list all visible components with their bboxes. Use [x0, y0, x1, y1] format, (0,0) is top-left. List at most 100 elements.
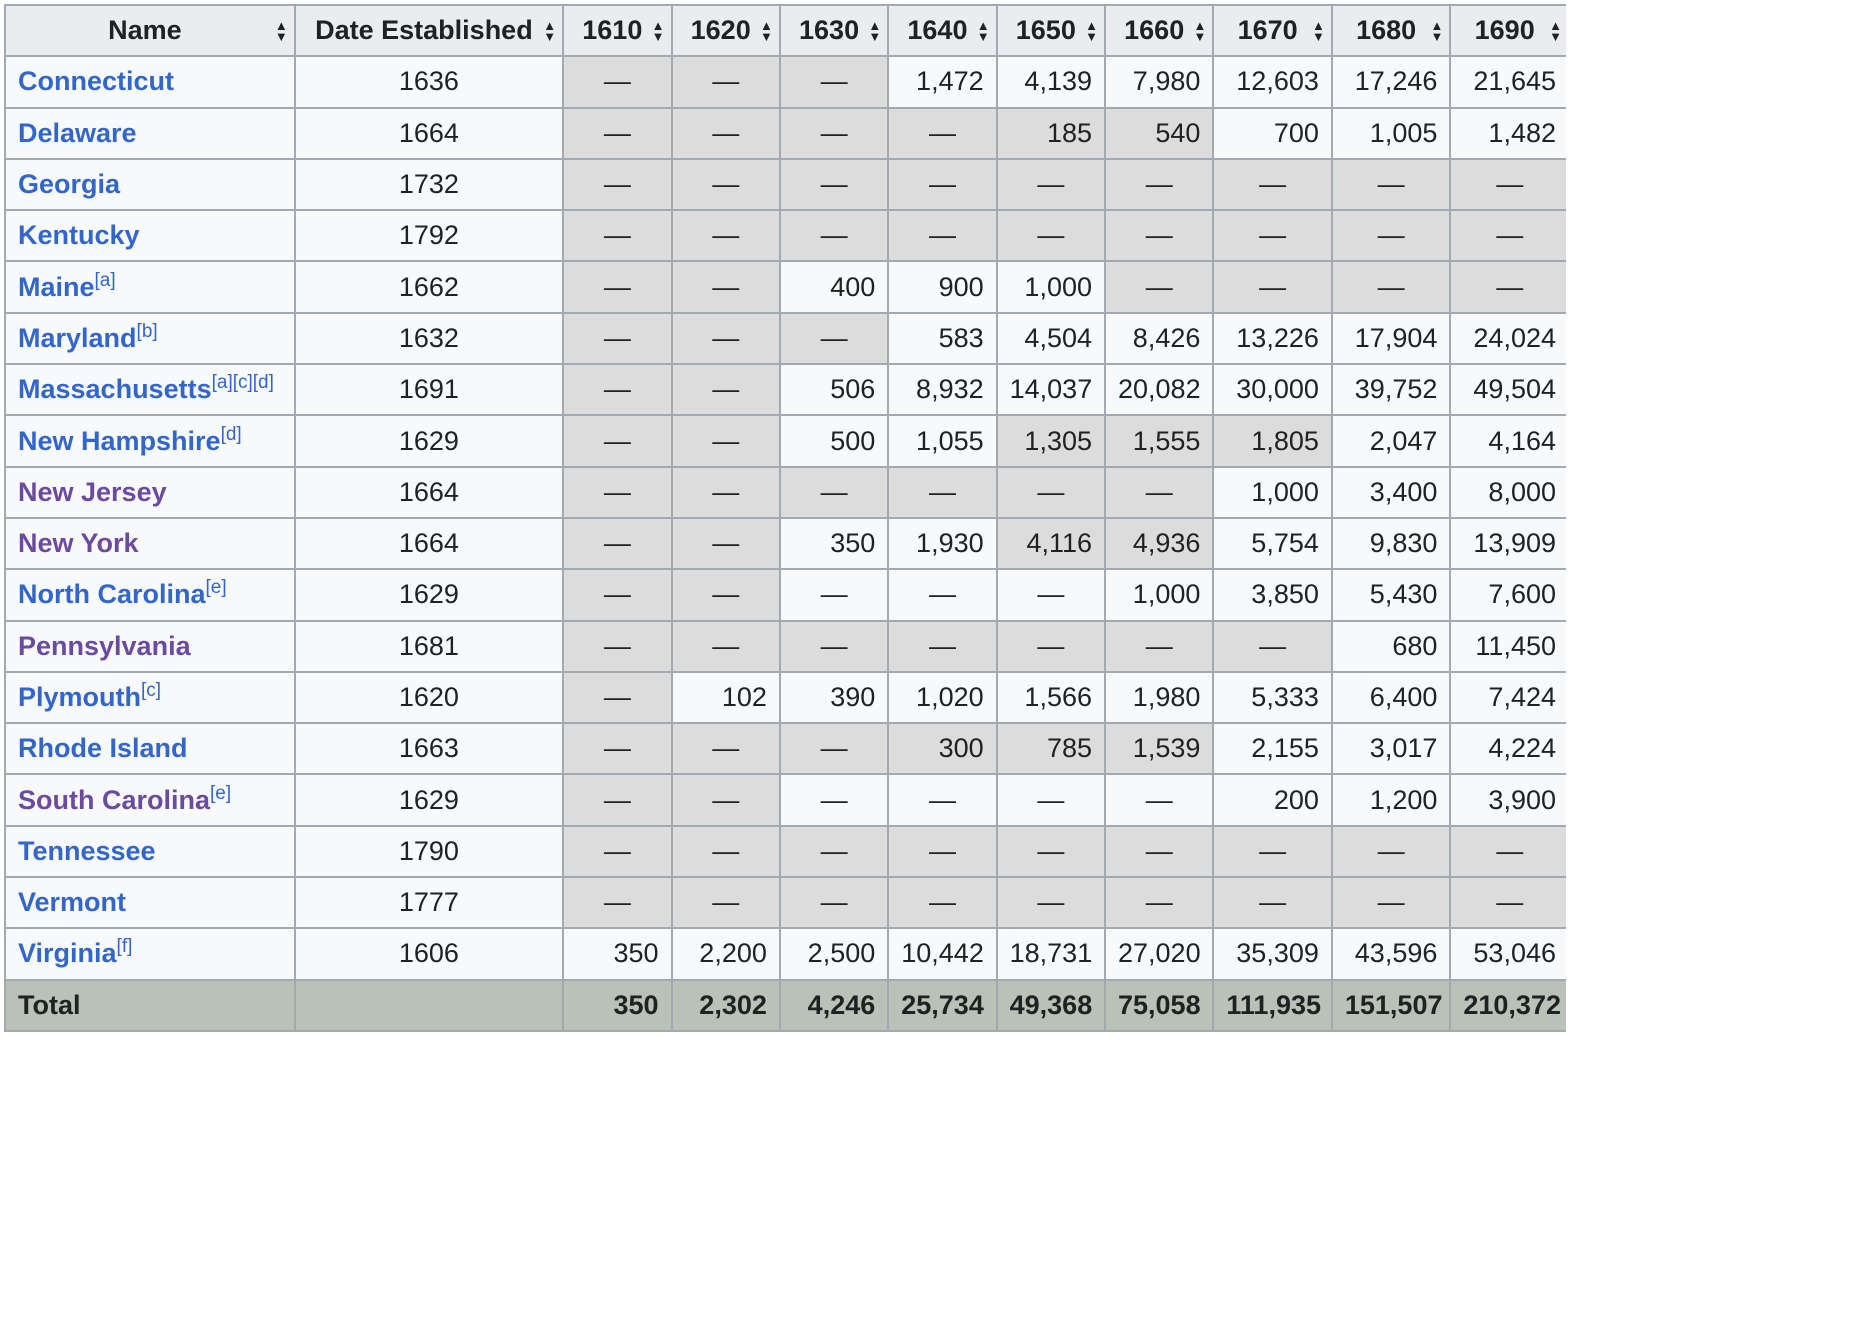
footnote-reference[interactable]: [a]: [94, 269, 116, 291]
colony-link[interactable]: North Carolina: [18, 579, 206, 610]
date-established-cell: 1664: [293, 516, 565, 571]
population-cell: —: [1103, 773, 1215, 827]
population-cell: 7,600: [1449, 568, 1566, 622]
sort-icon[interactable]: ▲ ▼: [1430, 17, 1444, 44]
column-header-1670[interactable]: 1670 ▲ ▼: [1212, 3, 1333, 58]
colony-link[interactable]: Connecticut: [18, 66, 175, 97]
population-cell: —: [670, 516, 781, 571]
column-header-1690[interactable]: 1690 ▲ ▼: [1449, 3, 1566, 58]
sort-icon[interactable]: ▲ ▼: [760, 17, 773, 44]
population-cell: —: [778, 311, 890, 366]
population-cell: —: [887, 619, 998, 673]
population-cell: 4,139: [995, 55, 1107, 109]
footnote-reference[interactable]: [f]: [116, 936, 133, 958]
colony-link[interactable]: Georgia: [18, 169, 121, 200]
column-header-1680[interactable]: 1680 ▲ ▼: [1330, 3, 1452, 58]
date-established-cell: 1732: [293, 157, 565, 212]
colony-link[interactable]: Delaware: [18, 117, 137, 148]
population-cell: —: [670, 157, 781, 212]
population-cell: 13,226: [1212, 311, 1333, 366]
sort-icon[interactable]: ▲ ▼: [651, 17, 665, 44]
colony-link[interactable]: New Jersey: [18, 476, 167, 507]
population-cell: —: [562, 55, 673, 109]
table-row: Vermont 1777— — — — — — — — —: [4, 876, 1566, 930]
column-header-1610[interactable]: 1610 ▲ ▼: [562, 3, 673, 58]
sort-icon[interactable]: ▲ ▼: [1085, 17, 1098, 44]
colony-link[interactable]: Tennessee: [18, 835, 156, 866]
population-cell: —: [562, 209, 673, 263]
population-cell: —: [1330, 876, 1452, 930]
sort-icon[interactable]: ▲ ▼: [1193, 17, 1207, 44]
date-established-cell: 1620: [293, 670, 565, 725]
column-header-1620[interactable]: 1620 ▲ ▼: [670, 3, 781, 58]
population-cell: 4,504: [995, 311, 1107, 366]
colony-link[interactable]: New York: [18, 528, 139, 559]
colony-link[interactable]: Vermont: [18, 887, 127, 918]
column-header-date-established[interactable]: Date Established ▲ ▼: [293, 3, 565, 58]
sort-icon[interactable]: ▲ ▼: [868, 17, 882, 44]
table-row: North Carolina[e] 1629— — — — —1,000 3,850 5,43…: [4, 568, 1566, 622]
population-cell: 1,930: [887, 516, 998, 571]
colony-link[interactable]: Maryland: [18, 322, 137, 353]
colony-link[interactable]: New Hampshire: [18, 425, 221, 456]
population-cell: —: [778, 824, 890, 879]
sort-icon[interactable]: ▲ ▼: [274, 17, 288, 44]
population-cell: 1,020: [887, 670, 998, 725]
column-header-1640[interactable]: 1640 ▲ ▼: [887, 3, 998, 58]
footnote-reference[interactable]: [b]: [136, 320, 158, 342]
total-value-cell: 75,058: [1103, 978, 1215, 1032]
total-value-cell: 111,935: [1212, 978, 1333, 1032]
population-cell: 5,754: [1212, 516, 1333, 571]
column-header-name[interactable]: Name ▲ ▼: [4, 3, 296, 58]
footnote-reference[interactable]: [a][c][d]: [211, 372, 274, 394]
population-cell: —: [995, 209, 1107, 263]
footnote-reference[interactable]: [e]: [210, 782, 232, 804]
population-cell: 300: [887, 722, 998, 776]
colony-name-cell: New Jersey: [4, 465, 296, 519]
population-cell: —: [1212, 157, 1333, 212]
date-established-cell: 1606: [293, 927, 565, 981]
column-header-1660[interactable]: 1660 ▲ ▼: [1103, 3, 1215, 58]
table-row: Kentucky 1792— — — — — — — — —: [4, 209, 1566, 263]
population-table: Name ▲ ▼ Date Established ▲ ▼ 1610 ▲ ▼ 1620 ▲ ▼ 1630…: [4, 3, 1566, 1032]
column-header-label: 1650: [1015, 15, 1076, 46]
population-cell: 506: [778, 363, 890, 417]
population-cell: —: [562, 260, 673, 314]
colony-link[interactable]: Rhode Island: [18, 733, 188, 764]
colony-link[interactable]: Virginia: [18, 938, 117, 969]
colony-link[interactable]: Massachusetts: [18, 374, 212, 405]
colony-link[interactable]: Maine: [18, 271, 95, 302]
date-established-cell: 1681: [293, 619, 565, 673]
population-cell: 540: [1103, 106, 1215, 160]
population-cell: —: [887, 824, 998, 879]
colony-link[interactable]: South Carolina: [18, 784, 211, 815]
sort-icon[interactable]: ▲ ▼: [1312, 17, 1325, 44]
sort-icon[interactable]: ▲ ▼: [1549, 17, 1562, 44]
date-established-cell: 1792: [293, 209, 565, 263]
colony-link[interactable]: Plymouth: [18, 682, 142, 712]
population-cell: —: [562, 157, 673, 212]
sort-icon[interactable]: ▲ ▼: [543, 17, 557, 44]
column-header-1630[interactable]: 1630 ▲ ▼: [778, 3, 890, 58]
table-row: Massachusetts[a][c][d] 1691— —506 8,932 14,0…: [4, 363, 1566, 417]
population-cell: —: [670, 260, 781, 314]
colony-link[interactable]: Pennsylvania: [18, 630, 191, 661]
table-row: Connecticut 1636— — —1,472 4,139 7,980 12,603 1…: [4, 55, 1566, 109]
population-cell: 185: [995, 106, 1107, 160]
sort-icon[interactable]: ▲ ▼: [976, 17, 990, 44]
column-header-1650[interactable]: 1650 ▲ ▼: [995, 3, 1107, 58]
footnote-reference[interactable]: [c]: [141, 680, 162, 701]
colony-name-cell: Vermont: [4, 876, 296, 930]
population-cell: —: [887, 773, 998, 827]
population-cell: 1,805: [1212, 414, 1333, 468]
population-cell: 27,020: [1103, 927, 1215, 981]
population-cell: —: [562, 619, 673, 673]
table-row: New Hampshire[d] 1629— —500 1,055 1,305 1,555…: [4, 414, 1566, 468]
colony-name-cell: New York: [4, 516, 296, 571]
colony-link[interactable]: Kentucky: [18, 220, 140, 251]
footnote-reference[interactable]: [e]: [205, 577, 227, 599]
population-cell: 7,424: [1449, 670, 1566, 725]
footnote-reference[interactable]: [d]: [220, 423, 242, 445]
total-value-cell: 25,734: [887, 978, 998, 1032]
population-cell: —: [887, 876, 998, 930]
